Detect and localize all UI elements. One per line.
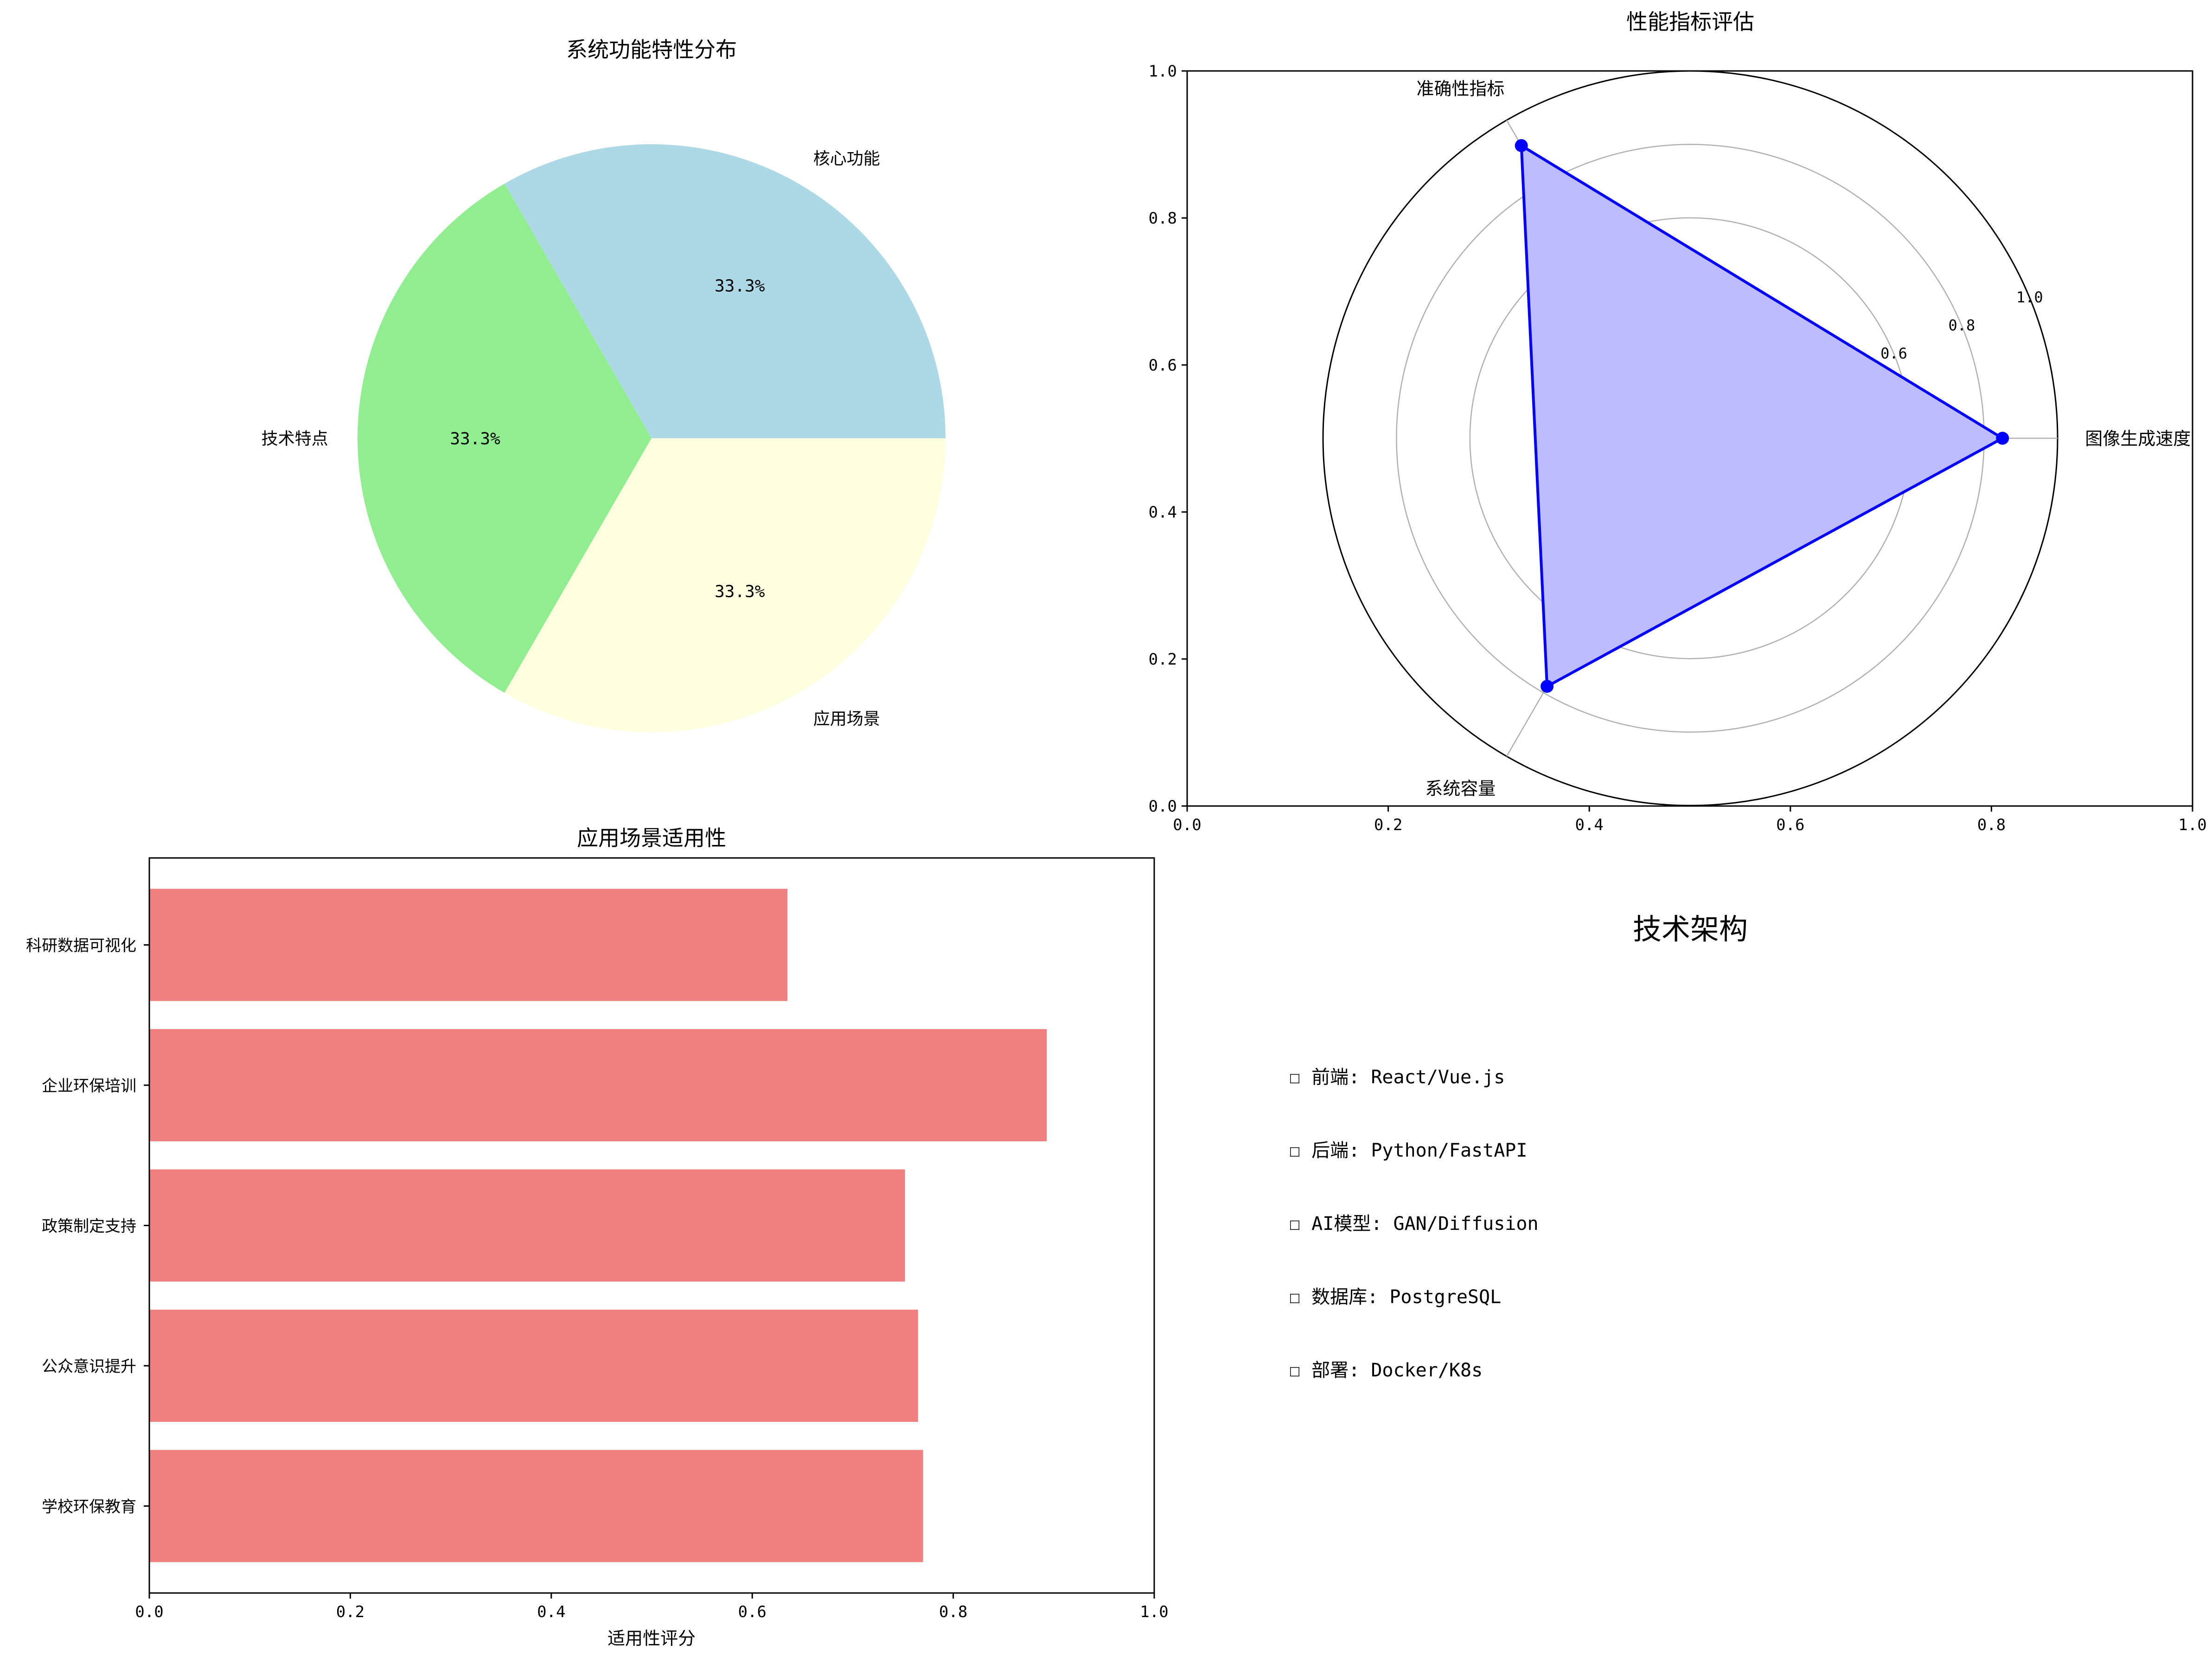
radar-point-3	[1541, 679, 1554, 693]
bar-category-label-5: 科研数据可视化	[26, 937, 136, 955]
tech-item-ai-model: ☐ AI模型: GAN/Diffusion	[1289, 1213, 1539, 1235]
bar-xtick-label-0: 0.0	[135, 1603, 163, 1621]
radar-bg-xtick-label-2: 0.4	[1575, 816, 1603, 834]
radar-bg-xtick-label-3: 0.6	[1776, 816, 1804, 834]
radar-data	[1515, 139, 2009, 693]
radar-bg-xtick-label-5: 1.0	[2178, 816, 2206, 834]
pie-slices	[358, 144, 946, 732]
bar-category-label-3: 政策制定支持	[42, 1217, 136, 1236]
bar-xtick-label-4: 0.8	[939, 1603, 967, 1621]
radar-chart: 性能指标评估 0.0 0.2 0.4 0.6 0.8 1.0 0.0 0.2 0.4 0.6 0.8…	[1149, 9, 2207, 834]
pie-title: 系统功能特性分布	[566, 37, 737, 62]
radar-background-ticks: 0.0 0.2 0.4 0.6 0.8 1.0 0.0 0.2 0.4 0.6 0.8 1.0	[1149, 62, 2207, 834]
radar-bg-ytick-label-2: 0.4	[1149, 503, 1177, 522]
tech-item-frontend: ☐ 前端: React/Vue.js	[1289, 1067, 1505, 1088]
pie-chart: 系统功能特性分布 核心功能 33.3% 技术特点 33.3% 应用场景 33.3%	[262, 37, 946, 732]
bar-xtick-label-3: 0.6	[738, 1603, 766, 1621]
bar-3	[149, 1169, 905, 1282]
radar-r-tick-label-5: 1.0	[2016, 288, 2043, 306]
pie-category-label-2: 技术特点	[262, 429, 328, 448]
radar-point-2	[1515, 139, 1528, 152]
bar-bars	[149, 889, 1047, 1562]
pie-labels: 核心功能 33.3% 技术特点 33.3% 应用场景 33.3%	[262, 149, 880, 729]
pie-percent-label-2: 33.3%	[450, 429, 500, 448]
bar-xlabel: 适用性评分	[607, 1628, 696, 1649]
bar-1	[149, 1450, 923, 1562]
bar-category-label-2: 公众意识提升	[42, 1357, 136, 1376]
radar-category-label-3: 系统容量	[1425, 778, 1496, 799]
radar-bg-ytick-label-1: 0.2	[1149, 650, 1177, 669]
pie-percent-label-3: 33.3%	[715, 582, 765, 601]
bar-category-label-4: 企业环保培训	[42, 1077, 136, 1095]
radar-category-label-2: 准确性指标	[1416, 79, 1504, 99]
bar-title: 应用场景适用性	[577, 825, 726, 851]
tech-title: 技术架构	[1633, 912, 1748, 946]
tech-architecture-panel: 技术架构 ☐ 前端: React/Vue.js ☐ 后端: Python/Fas…	[1289, 912, 1748, 1381]
radar-series-line	[1520, 144, 2004, 688]
pie-category-label-1: 核心功能	[813, 149, 880, 168]
radar-category-label-1: 图像生成速度	[2085, 429, 2191, 449]
tech-item-backend: ☐ 后端: Python/FastAPI	[1289, 1140, 1527, 1161]
tech-item-database: ☐ 数据库: PostgreSQL	[1289, 1286, 1501, 1308]
bar-2	[149, 1309, 918, 1422]
pie-slice-1	[505, 144, 946, 438]
bar-xtick-label-5: 1.0	[1140, 1603, 1168, 1621]
radar-r-tick-label-4: 0.8	[1948, 317, 1975, 334]
radar-point-1	[1996, 432, 2009, 445]
bar-4	[149, 1029, 1047, 1142]
radar-r-tick-label-3: 0.6	[1880, 345, 1907, 362]
bar-category-label-1: 学校环保教育	[42, 1497, 136, 1516]
radar-bg-ytick-label-4: 0.8	[1149, 209, 1177, 228]
pie-percent-label-1: 33.3%	[715, 277, 765, 296]
bar-5	[149, 889, 788, 1001]
radar-fill-area	[1521, 145, 2003, 686]
radar-bg-ytick-label-3: 0.6	[1149, 356, 1177, 375]
pie-category-label-3: 应用场景	[813, 710, 880, 729]
radar-title: 性能指标评估	[1626, 9, 1754, 34]
radar-bg-xtick-label-4: 0.8	[1977, 816, 2006, 834]
bar-xtick-label-2: 0.4	[537, 1603, 565, 1621]
radar-bg-xtick-label-1: 0.2	[1374, 816, 1402, 834]
pie-slice-3	[505, 438, 946, 732]
radar-bg-ytick-label-0: 0.0	[1149, 797, 1177, 816]
bar-xtick-label-1: 0.2	[336, 1603, 364, 1621]
tech-item-deployment: ☐ 部署: Docker/K8s	[1289, 1360, 1483, 1381]
radar-bg-ytick-label-5: 1.0	[1149, 62, 1177, 81]
radar-bg-xtick-label-0: 0.0	[1173, 816, 1201, 834]
